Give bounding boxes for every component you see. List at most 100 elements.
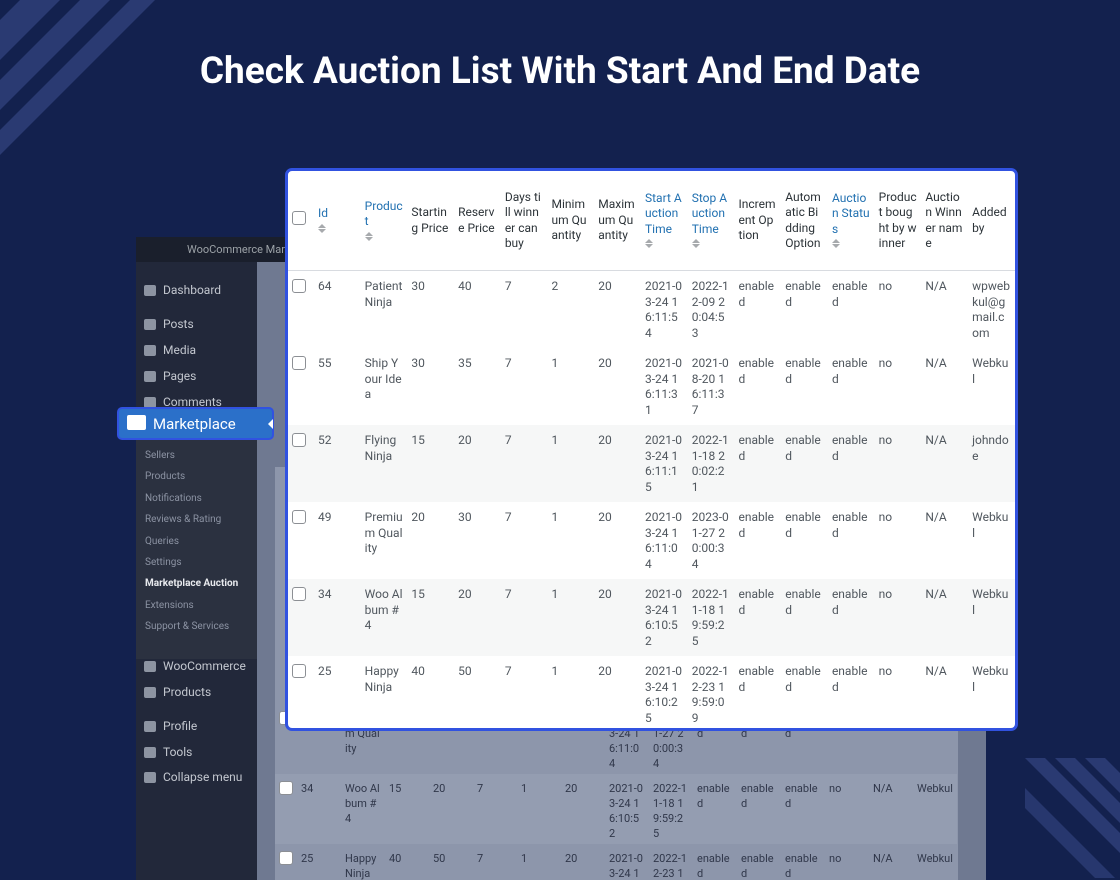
- header-label: Product bought by winner: [878, 189, 917, 251]
- menu-item[interactable]: Profile: [163, 719, 198, 733]
- checkbox[interactable]: [279, 781, 293, 795]
- cell: 1: [521, 852, 528, 865]
- cell: 1: [551, 356, 559, 370]
- column-header[interactable]: Product: [360, 171, 408, 271]
- menu-icon: [144, 345, 156, 356]
- cell: 1: [551, 510, 559, 524]
- cell: 20: [598, 664, 612, 678]
- checkbox[interactable]: [292, 587, 306, 601]
- menu-item[interactable]: WooCommerce: [163, 659, 246, 673]
- cell: Webkul: [968, 579, 1015, 656]
- cell: enabled: [734, 579, 782, 656]
- cell: 2022-12-09 20:04:53: [691, 279, 729, 340]
- menu-icon: [144, 371, 156, 382]
- cell: enabled: [781, 579, 828, 656]
- cell: [275, 774, 297, 844]
- submenu-item[interactable]: Sellers: [145, 450, 175, 461]
- submenu-item[interactable]: Settings: [145, 557, 182, 568]
- cell: 40: [411, 664, 425, 678]
- sort-indicator: [691, 238, 700, 250]
- header-label: Added by: [972, 205, 1007, 235]
- column-header[interactable]: Auction Status: [827, 171, 875, 271]
- menu-icon: [144, 661, 156, 672]
- cell: Premium Quality: [364, 510, 403, 555]
- checkbox[interactable]: [292, 664, 306, 678]
- submenu-item[interactable]: Products: [145, 471, 186, 483]
- column-header[interactable]: Id: [313, 171, 361, 271]
- header-label: Auction Winner name: [925, 189, 963, 251]
- cell: N/A: [921, 579, 969, 656]
- column-header[interactable]: Stop Auction Time: [687, 171, 735, 271]
- cell: 20: [561, 774, 605, 844]
- table-row: 55 Ship Your Idea 30 35 7 1 20 2021-03-24 16:11…: [288, 348, 1015, 425]
- submenu-item[interactable]: Marketplace Auction: [145, 578, 239, 590]
- cell: enabled: [693, 774, 737, 844]
- cell: Patient Ninja: [364, 279, 403, 309]
- cell: N/A: [925, 664, 947, 678]
- cell: Woo Album #4: [360, 579, 408, 656]
- sort-indicator: [831, 238, 840, 250]
- checkbox[interactable]: [279, 851, 293, 865]
- header-label: Starting Price: [411, 205, 449, 235]
- column-header[interactable]: Start Auction Time: [641, 171, 688, 271]
- cell: enabled: [785, 852, 818, 880]
- cell: N/A: [925, 356, 947, 370]
- cell: 2022-12-23 19:59:09: [653, 852, 687, 880]
- cell: [288, 656, 314, 728]
- cell: enabled: [697, 852, 730, 880]
- active-menu-item[interactable]: Marketplace: [117, 407, 274, 440]
- cell: 2021-03-24 16:11:15: [641, 425, 688, 502]
- cell: 40: [389, 852, 402, 865]
- header-label: Maximum Quantity: [598, 197, 635, 243]
- cell: no: [878, 664, 893, 678]
- header-row: Id Product Starting Price Reserve Price Days…: [288, 171, 1015, 271]
- checkbox[interactable]: [292, 433, 306, 447]
- cell: enabled: [827, 425, 875, 502]
- menu-item[interactable]: Pages: [163, 369, 197, 383]
- cell: 2021-03-24 16:10:52: [605, 774, 649, 844]
- menu-icon: [144, 721, 156, 732]
- cell: no: [878, 510, 893, 524]
- menu-item[interactable]: Comments: [163, 395, 222, 409]
- table-row: 49 Premium Quality 20 30 7 1 20 2021-03-24 16:1…: [288, 502, 1015, 579]
- cell: enabled: [831, 664, 868, 694]
- menu-label: Marketplace: [153, 415, 236, 433]
- checkbox[interactable]: [292, 279, 306, 293]
- cell: 2021-08-20 16:11:37: [691, 356, 729, 417]
- cell: no: [878, 356, 893, 370]
- cell: [288, 425, 314, 502]
- checkbox[interactable]: [292, 510, 306, 524]
- cell: enabled: [737, 774, 781, 844]
- menu-item[interactable]: Collapse menu: [163, 770, 243, 784]
- checkbox[interactable]: [292, 211, 306, 226]
- cell: enabled: [738, 356, 775, 386]
- cell: no: [878, 279, 893, 293]
- cell: 7: [504, 279, 512, 293]
- data-table: Id Product Starting Price Reserve Price Days…: [288, 171, 1015, 728]
- submenu-item[interactable]: Notifications: [145, 492, 202, 504]
- checkbox[interactable]: [292, 356, 306, 370]
- header-label: Stop Auction Time: [691, 190, 728, 236]
- submenu-item[interactable]: Queries: [145, 535, 179, 547]
- submenu-item[interactable]: Support & Services: [145, 621, 230, 633]
- cell: Happy Ninja: [345, 852, 377, 880]
- column-header: Days till winner can buy: [500, 171, 548, 271]
- cell: enabled: [785, 664, 821, 694]
- menu-item[interactable]: Media: [163, 343, 197, 357]
- store-icon: [127, 415, 146, 430]
- submenu-item[interactable]: Reviews & Rating: [145, 514, 222, 526]
- menu-item[interactable]: Products: [163, 685, 212, 699]
- cell: enabled: [831, 279, 868, 309]
- cell: 25: [317, 664, 332, 678]
- cell: 2022-11-18 19:59:25: [649, 774, 693, 844]
- submenu-item[interactable]: Extensions: [145, 599, 194, 611]
- menu-item[interactable]: Tools: [163, 745, 193, 759]
- cell: 7: [477, 852, 484, 865]
- menu-item[interactable]: Posts: [163, 317, 194, 331]
- cell: N/A: [921, 425, 969, 502]
- cell: Ship Your Idea: [364, 356, 402, 401]
- cell: 2021-03-24 16:10:25: [645, 664, 683, 725]
- sort-indicator: [317, 223, 326, 235]
- menu-item[interactable]: Dashboard: [163, 283, 222, 297]
